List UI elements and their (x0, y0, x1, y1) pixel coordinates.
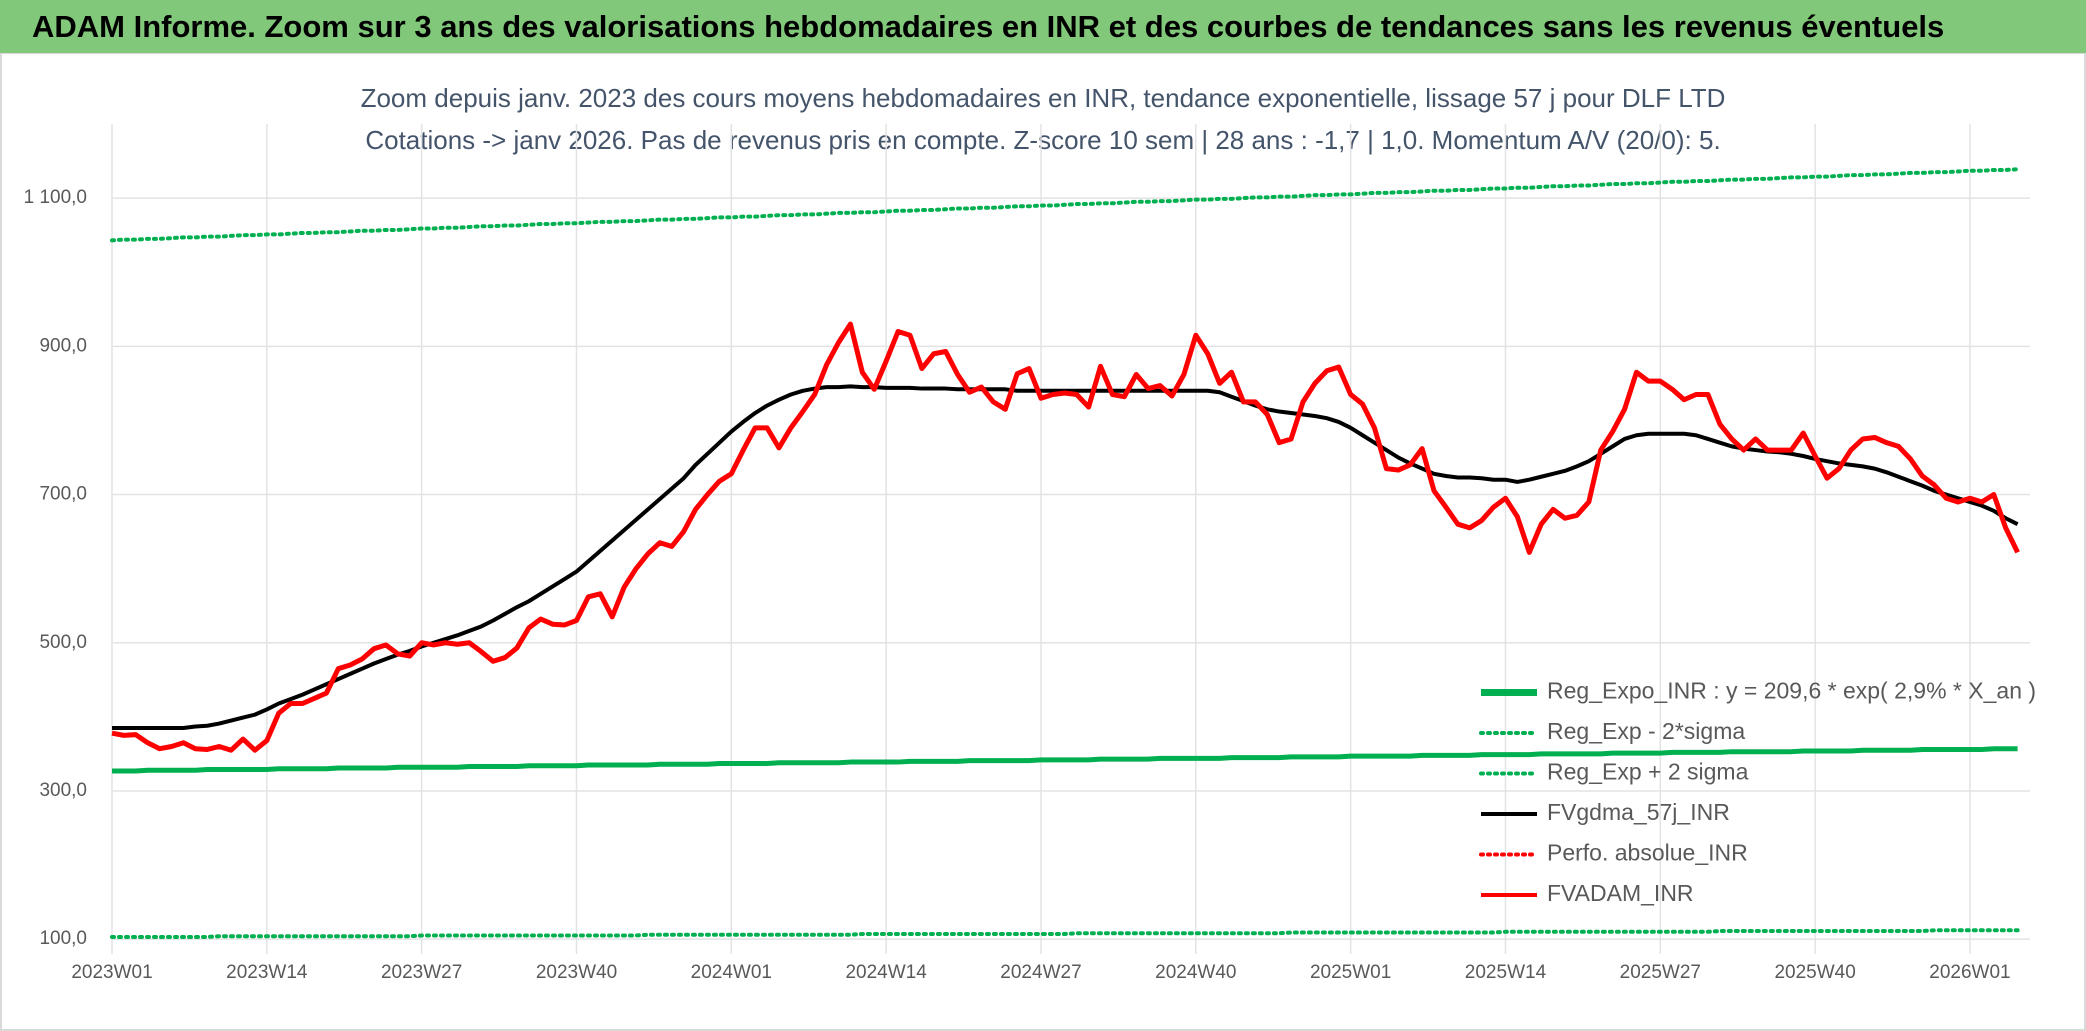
legend-label: Reg_Exp - 2*sigma (1547, 718, 1745, 744)
legend-label: Perfo. absolue_INR (1547, 840, 1748, 866)
y-tick-label: 100,0 (39, 928, 87, 949)
x-tick-label: 2024W27 (1000, 962, 1081, 983)
x-tick-label: 2025W01 (1310, 962, 1391, 983)
x-tick-label: 2023W40 (536, 962, 617, 983)
y-tick-label: 300,0 (39, 780, 87, 801)
x-tick-label: 2024W40 (1155, 962, 1236, 983)
y-tick-label: 500,0 (39, 632, 87, 653)
x-tick-label: 2025W14 (1465, 962, 1547, 983)
y-tick-label: 700,0 (39, 484, 87, 505)
series-line (112, 746, 2018, 774)
x-tick-label: 2024W01 (691, 962, 772, 983)
header-title: ADAM Informe. Zoom sur 3 ans des valoris… (0, 0, 2086, 53)
y-tick-label: 900,0 (39, 335, 87, 356)
x-tick-label: 2025W40 (1774, 962, 1855, 983)
chart-frame (0, 52, 2086, 1031)
legend-label: FVgdma_57j_INR (1547, 799, 1730, 825)
x-tick-label: 2023W27 (381, 962, 462, 983)
series-line (110, 167, 2020, 243)
x-tick-label: 2023W01 (71, 962, 152, 983)
legend-label: Reg_Expo_INR : y = 209,6 * exp( 2,9% * X… (1547, 678, 2036, 704)
series-line (110, 928, 2020, 939)
legend-label: FVADAM_INR (1547, 880, 1694, 906)
x-tick-label: 2025W27 (1620, 962, 1701, 983)
x-tick-label: 2023W14 (226, 962, 308, 983)
x-tick-label: 2026W01 (1929, 962, 2010, 983)
x-tick-label: 2024W14 (845, 962, 927, 983)
series-line (111, 321, 2020, 753)
y-tick-label: 1 100,0 (24, 187, 87, 208)
chart-title: Zoom depuis janv. 2023 des cours moyens … (361, 83, 1726, 113)
legend-label: Reg_Exp + 2 sigma (1547, 759, 1749, 785)
chart-subtitle: Cotations -> janv 2026. Pas de revenus p… (365, 125, 1720, 155)
